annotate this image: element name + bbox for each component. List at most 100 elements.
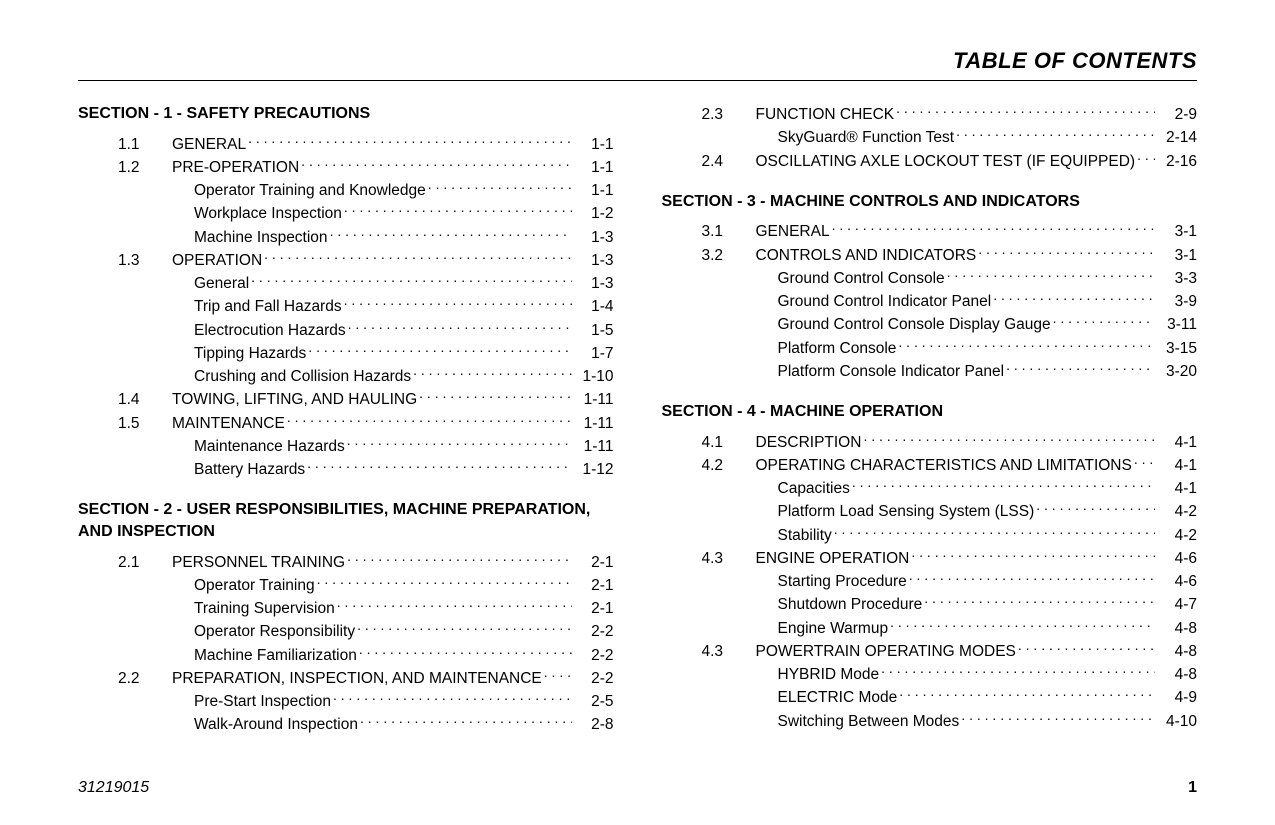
- toc-page: 2-2: [574, 644, 614, 667]
- toc-label-wrap: Ground Control Console: [756, 267, 1158, 290]
- toc-label: Maintenance Hazards: [194, 435, 345, 458]
- toc-number: 1.3: [118, 249, 158, 272]
- leader-dots: [1134, 454, 1155, 470]
- toc-label: Crushing and Collision Hazards: [194, 365, 411, 388]
- toc-label-wrap: Switching Between Modes: [756, 710, 1158, 733]
- toc-label: POWERTRAIN OPERATING MODES: [756, 640, 1016, 663]
- toc-label: Workplace Inspection: [194, 202, 342, 225]
- toc-label-wrap: Stability: [756, 524, 1158, 547]
- leader-dots: [993, 291, 1155, 307]
- toc-entry: 4.3ENGINE OPERATION4-6: [662, 547, 1198, 570]
- toc-page: 2-14: [1157, 126, 1197, 149]
- toc-subentry: Walk-Around Inspection2-8: [78, 713, 614, 736]
- toc-label: OPERATION: [172, 249, 262, 272]
- toc-page: 3-11: [1157, 313, 1197, 336]
- toc-page: 4-2: [1157, 500, 1197, 523]
- toc-page: 2-2: [574, 620, 614, 643]
- toc-entry: 4.1DESCRIPTION4-1: [662, 431, 1198, 454]
- toc-page: 3-9: [1157, 290, 1197, 313]
- toc-column-right: 2.3FUNCTION CHECK2-9SkyGuard® Function T…: [662, 103, 1198, 737]
- toc-page: 2-5: [574, 690, 614, 713]
- toc-label: Operator Training: [194, 574, 315, 597]
- leader-dots: [348, 319, 572, 335]
- leader-dots: [357, 621, 571, 637]
- toc-page: 2-1: [574, 551, 614, 574]
- leader-dots: [251, 273, 571, 289]
- toc-label-wrap: CONTROLS AND INDICATORS: [756, 244, 1158, 267]
- toc-entry: 1.5MAINTENANCE1-11: [78, 412, 614, 435]
- leader-dots: [428, 180, 572, 196]
- toc-label: HYBRID Mode: [778, 663, 880, 686]
- toc-label-wrap: Capacities: [756, 477, 1158, 500]
- toc-page: 1-11: [574, 412, 614, 435]
- toc-number: 3.1: [702, 220, 742, 243]
- toc-label-wrap: SkyGuard® Function Test: [756, 126, 1158, 149]
- toc-number: 1.1: [118, 133, 158, 156]
- leader-dots: [248, 133, 571, 149]
- toc-page: 2-8: [574, 713, 614, 736]
- toc-label-wrap: Training Supervision: [172, 597, 574, 620]
- toc-page: 3-3: [1157, 267, 1197, 290]
- toc-number: 2.3: [702, 103, 742, 126]
- toc-subentry: Tipping Hazards1-7: [78, 342, 614, 365]
- toc-label: CONTROLS AND INDICATORS: [756, 244, 977, 267]
- toc-label-wrap: Tipping Hazards: [172, 342, 574, 365]
- toc-label-wrap: PERSONNEL TRAINING: [172, 551, 574, 574]
- toc-label: Training Supervision: [194, 597, 335, 620]
- toc-label: Ground Control Console Display Gauge: [778, 313, 1051, 336]
- leader-dots: [1036, 501, 1155, 517]
- toc-label: SkyGuard® Function Test: [778, 126, 955, 149]
- toc-entry: 1.1GENERAL1-1: [78, 133, 614, 156]
- toc-label-wrap: PRE-OPERATION: [172, 156, 574, 179]
- toc-label-wrap: Ground Control Indicator Panel: [756, 290, 1158, 313]
- toc-label-wrap: Operator Responsibility: [172, 620, 574, 643]
- toc-label-wrap: TOWING, LIFTING, AND HAULING: [172, 388, 574, 411]
- toc-label-wrap: Ground Control Console Display Gauge: [756, 313, 1158, 336]
- leader-dots: [333, 691, 572, 707]
- toc-label: Electrocution Hazards: [194, 319, 346, 342]
- toc-page: 1-5: [574, 319, 614, 342]
- toc-page: 2-1: [574, 597, 614, 620]
- toc-label-wrap: POWERTRAIN OPERATING MODES: [756, 640, 1158, 663]
- toc-label: Engine Warmup: [778, 617, 889, 640]
- leader-dots: [911, 547, 1155, 563]
- leader-dots: [1018, 640, 1155, 656]
- toc-number: 2.1: [118, 551, 158, 574]
- toc-number: 4.2: [702, 454, 742, 477]
- toc-page: 4-1: [1157, 431, 1197, 454]
- toc-page: 2-2: [574, 667, 614, 690]
- toc-label-wrap: Walk-Around Inspection: [172, 713, 574, 736]
- toc-page: 4-1: [1157, 477, 1197, 500]
- toc-label: Platform Load Sensing System (LSS): [778, 500, 1035, 523]
- page-number: 1: [1188, 779, 1197, 797]
- toc-page: 1-1: [574, 156, 614, 179]
- toc-label-wrap: GENERAL: [172, 133, 574, 156]
- doc-id: 31219015: [78, 779, 149, 797]
- leader-dots: [898, 337, 1155, 353]
- toc-label: Shutdown Procedure: [778, 593, 923, 616]
- toc-subentry: ELECTRIC Mode4-9: [662, 686, 1198, 709]
- toc-subentry: Electrocution Hazards 1-5: [78, 319, 614, 342]
- toc-page: 1-11: [574, 435, 614, 458]
- toc-label-wrap: OPERATING CHARACTERISTICS AND LIMITATION…: [756, 454, 1158, 477]
- toc-page: 2-1: [574, 574, 614, 597]
- toc-label: Machine Familiarization: [194, 644, 357, 667]
- toc-label-wrap: Operator Training: [172, 574, 574, 597]
- toc-label: OSCILLATING AXLE LOCKOUT TEST (IF EQUIPP…: [756, 150, 1136, 173]
- toc-column-left: SECTION - 1 - SAFETY PRECAUTIONS1.1GENER…: [78, 103, 614, 737]
- toc-columns: SECTION - 1 - SAFETY PRECAUTIONS1.1GENER…: [78, 103, 1197, 737]
- toc-label: Ground Control Console: [778, 267, 945, 290]
- toc-subentry: Ground Control Console Display Gauge 3-11: [662, 313, 1198, 336]
- toc-subentry: Shutdown Procedure4-7: [662, 593, 1198, 616]
- leader-dots: [978, 244, 1155, 260]
- toc-label-wrap: Electrocution Hazards: [172, 319, 574, 342]
- toc-label: Machine Inspection: [194, 226, 328, 249]
- toc-subentry: HYBRID Mode4-8: [662, 663, 1198, 686]
- toc-label: General: [194, 272, 249, 295]
- toc-label: MAINTENANCE: [172, 412, 285, 435]
- toc-label: DESCRIPTION: [756, 431, 862, 454]
- toc-label: PERSONNEL TRAINING: [172, 551, 345, 574]
- leader-dots: [287, 412, 572, 428]
- leader-dots: [264, 249, 571, 265]
- toc-subentry: Pre-Start Inspection2-5: [78, 690, 614, 713]
